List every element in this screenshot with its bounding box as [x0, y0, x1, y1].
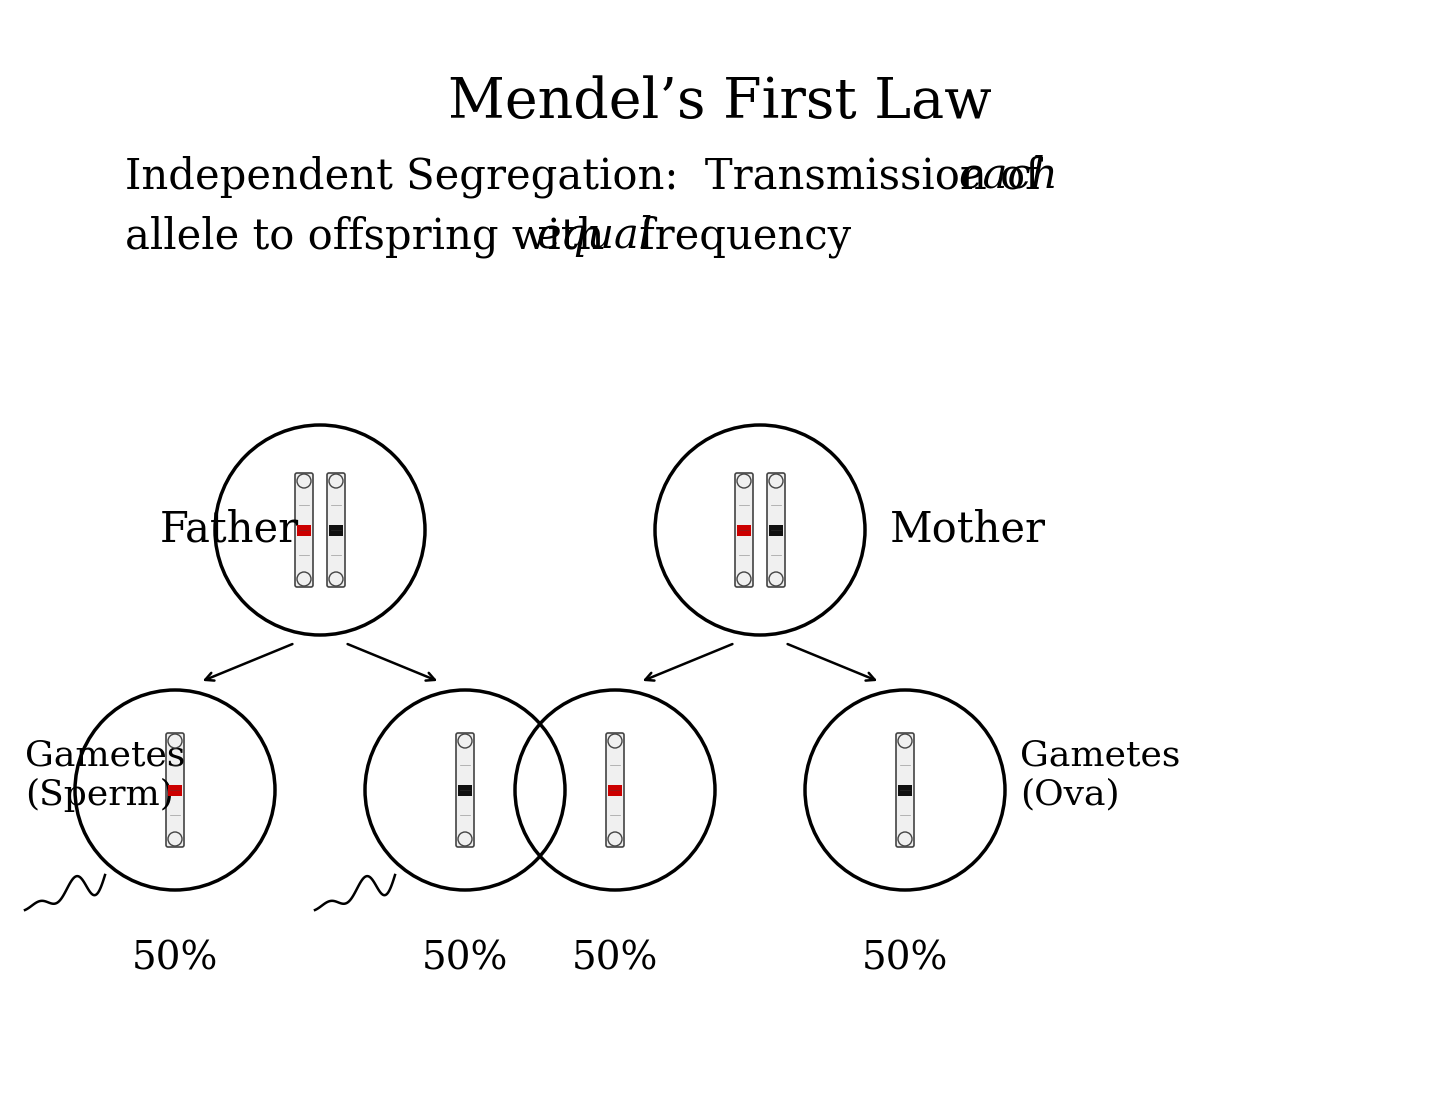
FancyBboxPatch shape — [899, 784, 912, 795]
FancyBboxPatch shape — [608, 784, 622, 795]
Circle shape — [608, 832, 622, 845]
Text: 50%: 50% — [132, 940, 219, 977]
Circle shape — [458, 734, 472, 748]
Text: each: each — [958, 156, 1057, 197]
FancyBboxPatch shape — [328, 524, 343, 536]
FancyBboxPatch shape — [295, 473, 312, 587]
FancyBboxPatch shape — [734, 473, 753, 587]
Circle shape — [769, 572, 783, 585]
Circle shape — [608, 734, 622, 748]
FancyBboxPatch shape — [458, 784, 472, 795]
FancyBboxPatch shape — [456, 733, 474, 847]
FancyBboxPatch shape — [297, 524, 311, 536]
Circle shape — [328, 572, 343, 585]
FancyBboxPatch shape — [768, 473, 785, 587]
Text: 50%: 50% — [422, 940, 508, 977]
Circle shape — [737, 474, 752, 488]
Text: Gametes
(Sperm): Gametes (Sperm) — [24, 739, 186, 812]
Circle shape — [458, 832, 472, 845]
Text: 50%: 50% — [572, 940, 658, 977]
Circle shape — [168, 832, 181, 845]
Text: Independent Segregation:  Transmission of: Independent Segregation: Transmission of — [125, 156, 1054, 198]
Text: Father: Father — [160, 509, 300, 551]
FancyBboxPatch shape — [737, 524, 752, 536]
FancyBboxPatch shape — [166, 733, 184, 847]
Circle shape — [328, 474, 343, 488]
Text: Gametes
(Ova): Gametes (Ova) — [1020, 739, 1181, 812]
Text: allele to offspring with: allele to offspring with — [125, 216, 618, 258]
FancyBboxPatch shape — [168, 784, 181, 795]
Text: Mendel’s First Law: Mendel’s First Law — [448, 76, 992, 130]
Circle shape — [899, 832, 912, 845]
Text: equal: equal — [536, 216, 652, 257]
Circle shape — [297, 572, 311, 585]
Circle shape — [899, 734, 912, 748]
Circle shape — [168, 734, 181, 748]
FancyBboxPatch shape — [769, 524, 783, 536]
Text: 50%: 50% — [861, 940, 948, 977]
FancyBboxPatch shape — [606, 733, 624, 847]
Circle shape — [737, 572, 752, 585]
Circle shape — [769, 474, 783, 488]
Text: Mother: Mother — [890, 509, 1045, 551]
FancyBboxPatch shape — [896, 733, 914, 847]
FancyBboxPatch shape — [327, 473, 346, 587]
Text: frequency: frequency — [626, 216, 851, 258]
Circle shape — [297, 474, 311, 488]
